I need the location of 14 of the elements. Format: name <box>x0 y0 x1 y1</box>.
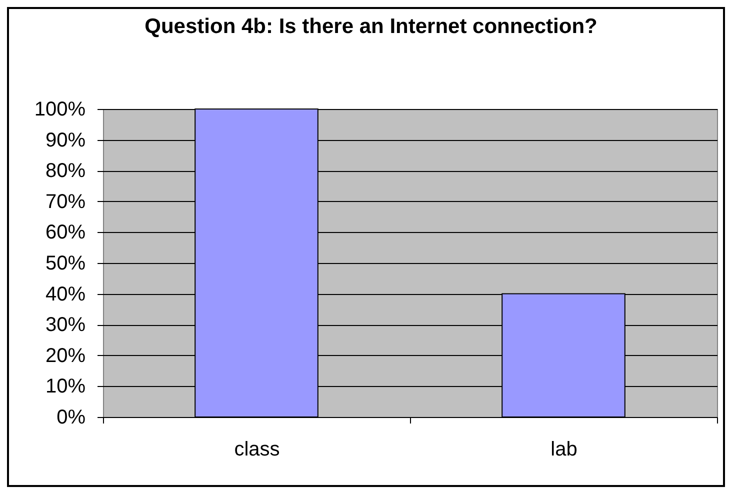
y-tick-label: 10% <box>45 376 86 398</box>
y-tick-label: 80% <box>45 160 86 182</box>
y-tick-label: 70% <box>45 190 86 213</box>
chart-title: Question 4b: Is there an Internet connection? <box>144 15 598 38</box>
y-tick-label: 100% <box>34 98 86 120</box>
y-tick-label: 60% <box>45 222 86 244</box>
y-tick-label: 0% <box>56 406 86 428</box>
x-tick-label: class <box>234 438 280 460</box>
y-tick-label: 40% <box>45 283 86 306</box>
y-tick-label: 20% <box>45 344 86 367</box>
y-tick-label: 50% <box>45 252 86 274</box>
y-tick-label: 30% <box>45 314 86 336</box>
y-tick-label: 90% <box>45 129 86 152</box>
x-tick-label: lab <box>550 438 578 460</box>
